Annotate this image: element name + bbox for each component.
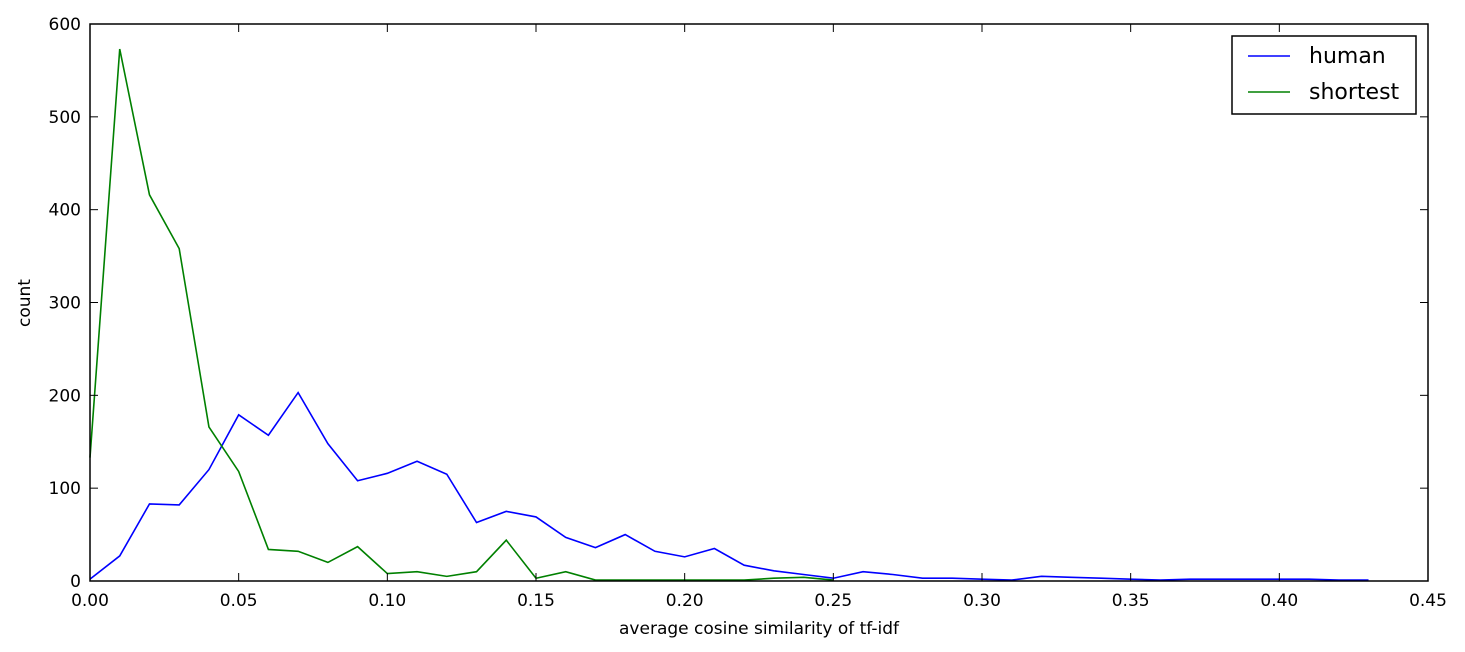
x-tick-label: 0.35 — [1112, 591, 1150, 611]
x-tick-label: 0.40 — [1260, 591, 1298, 611]
legend-box — [1231, 35, 1417, 115]
x-tick-label: 0.30 — [963, 591, 1001, 611]
x-tick-label: 0.20 — [666, 591, 704, 611]
x-tick-label: 0.05 — [220, 591, 258, 611]
x-tick-label: 0.15 — [517, 591, 555, 611]
series-line-human — [89, 391, 1369, 581]
y-tick-label: 400 — [49, 201, 81, 221]
y-tick-label: 500 — [49, 108, 81, 128]
y-tick-label: 0 — [70, 572, 81, 592]
y-tick-label: 300 — [49, 294, 81, 314]
labels-layer: 0.00 0.05 0.10 0.15 0.20 0.25 0.30 0.35 0.40 0.45… — [49, 15, 1447, 611]
x-tick-label: 0.25 — [814, 591, 852, 611]
y-tick-label: 600 — [49, 15, 81, 35]
legend: human shortest — [1231, 35, 1417, 115]
x-tick-label: 0.00 — [71, 591, 109, 611]
y-tick-label: 100 — [49, 479, 81, 499]
x-axis-label: average cosine similarity of tf-idf — [619, 619, 900, 639]
x-tick-label: 0.45 — [1409, 591, 1447, 611]
y-axis-label: count — [15, 279, 35, 327]
series-line-shortest — [89, 48, 834, 581]
legend-label-shortest: shortest — [1309, 80, 1400, 105]
plot-area-frame — [89, 23, 1429, 582]
legend-label-human: human — [1309, 44, 1386, 69]
series-layer — [89, 48, 1369, 581]
x-tick-label: 0.10 — [368, 591, 406, 611]
y-tick-label: 200 — [49, 386, 81, 406]
